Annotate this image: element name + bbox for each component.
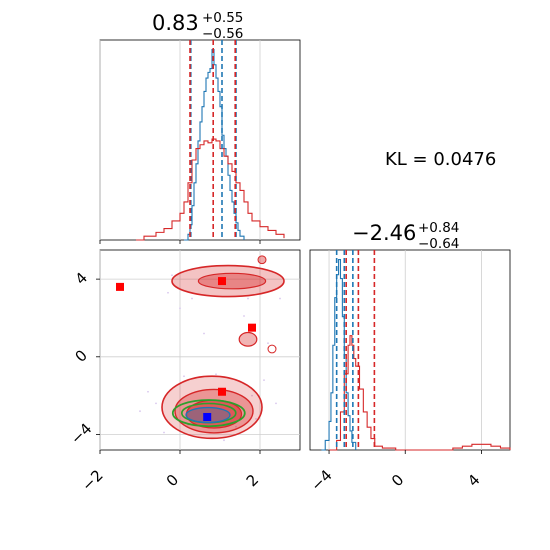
marginal-2-xtick-label: −4 [307, 466, 335, 494]
joint-ytick-label: 0 [72, 346, 91, 365]
joint-scatter-point [255, 418, 257, 420]
joint-ytick-label: 4 [72, 269, 91, 288]
joint-scatter-point [179, 307, 181, 310]
marginal-2-histogram-0 [321, 258, 357, 451]
marginal-2-xtick-label: 4 [464, 471, 483, 490]
joint-scatter-point [275, 402, 277, 405]
red-square-marker [218, 277, 226, 286]
marginal-2-xtick-label: 0 [388, 471, 407, 490]
marginal-2-histogram-1 [329, 335, 511, 451]
joint-scatter-point [247, 297, 249, 300]
panel-frame-marginal-2 [309, 249, 511, 451]
red-island-contour-small [267, 344, 277, 354]
joint-scatter-point [183, 375, 185, 378]
marginal-1-histogram-1 [136, 138, 285, 241]
marginal-1-title-plus: +0.55 [202, 10, 243, 26]
joint-xtick-label: 0 [163, 471, 182, 490]
joint-scatter-point [251, 394, 253, 397]
joint-scatter-point [215, 373, 217, 376]
red-square-marker [218, 387, 226, 396]
joint-xtick-label: −2 [78, 466, 106, 494]
red-upper-contour-inner [197, 272, 267, 290]
red-square-marker [116, 282, 124, 291]
joint-scatter-point [139, 410, 141, 413]
red-upper-contour [171, 264, 285, 298]
joint-scatter-point [147, 390, 149, 393]
joint-scatter-point [279, 297, 281, 300]
marginal-2-title-plus: +0.84 [418, 220, 459, 236]
joint-scatter-point [171, 274, 173, 277]
marginal-2-title-minus: −0.64 [418, 236, 459, 252]
marginal-1-title-minus: −0.56 [202, 26, 243, 42]
joint-scatter-point [263, 379, 265, 381]
red-square-marker [248, 323, 256, 332]
joint-scatter-point [223, 439, 225, 442]
joint-scatter-point [163, 431, 165, 434]
joint-ytick-label: −4 [67, 420, 95, 448]
joint-scatter-point [167, 291, 169, 294]
joint-scatter-point [267, 342, 269, 345]
marginal-2-title-value: −2.46 [352, 221, 416, 245]
red-island-contour-top [257, 255, 267, 265]
green-contour-outer [171, 399, 246, 428]
joint-xtick-label: 2 [243, 471, 262, 490]
joint-scatter-point [203, 332, 205, 335]
blue-square-marker [203, 412, 212, 421]
marginal-1-title-value: 0.83 [152, 11, 199, 35]
joint-scatter-point [235, 425, 237, 428]
joint-scatter-point [191, 297, 193, 300]
joint-scatter-point [155, 402, 157, 405]
kl-annotation: KL = 0.0476 [385, 149, 496, 170]
red-island-contour [238, 331, 258, 347]
joint-scatter-point [243, 315, 245, 317]
